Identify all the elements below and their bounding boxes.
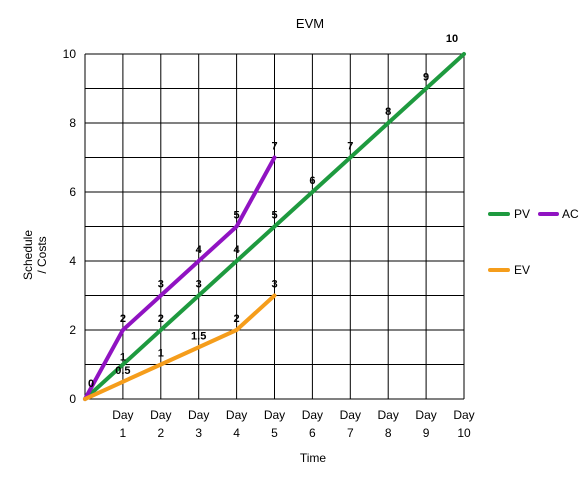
x-tick-label-line-1: Day — [378, 408, 399, 422]
data-label-ac: 2 — [120, 313, 126, 325]
x-tick-label-line-2: 1 — [120, 426, 127, 440]
legend-label-ac: AC — [562, 207, 579, 221]
legend-label-ev: EV — [514, 263, 530, 277]
data-label-pv: 4 — [234, 244, 241, 256]
data-label-ac: 5 — [234, 210, 240, 222]
x-tick-label-line-1: Day — [415, 408, 436, 422]
y-tick-label: 0 — [69, 392, 76, 406]
data-label-ev: 2 — [234, 313, 240, 325]
chart-title: EVM — [296, 16, 324, 31]
data-label-ac: 4 — [196, 244, 203, 256]
series-line-pv — [83, 52, 466, 401]
x-tick-label-line-1: Day — [188, 408, 209, 422]
legend-item-ac: AC — [538, 207, 579, 221]
data-label-pv: 9 — [423, 72, 429, 84]
x-tick-label-line-2: 10 — [457, 426, 471, 440]
x-tick-label-line-2: 3 — [195, 426, 202, 440]
data-label-ev: 0.5 — [115, 365, 130, 377]
x-tick-label-line-1: Day — [264, 408, 285, 422]
series-line-ac — [83, 155, 277, 401]
y-axis-title: Schedule / Costs — [21, 230, 49, 280]
x-tick-label: Day 6 — [302, 408, 323, 440]
data-label-pv: 2 — [158, 313, 164, 325]
y-tick-label: 10 — [63, 47, 77, 61]
x-tick-label-line-1: Day — [150, 408, 171, 422]
y-tick-label: 6 — [69, 185, 76, 199]
data-label-ev: 1.5 — [191, 330, 206, 342]
x-tick-label-line-1: Day — [453, 408, 474, 422]
x-tick-label: Day 3 — [188, 408, 209, 440]
data-label-pv: 10 — [446, 33, 458, 45]
series-line-ev — [83, 293, 277, 401]
x-tick-label: Day 1 — [112, 408, 133, 440]
x-tick-labels: Day 1 Day 2 Day 3 Day 4 Day 5 Day 6 Day 7 Day 8 Day 9 Day 1… — [112, 408, 474, 440]
x-tick-label: Day 5 — [264, 408, 285, 440]
x-tick-label: Day 7 — [340, 408, 361, 440]
x-tick-label: Day 10 — [453, 408, 474, 440]
data-label-pv: 7 — [347, 141, 353, 153]
x-tick-label-line-2: 2 — [157, 426, 164, 440]
data-label-ac: 7 — [271, 141, 277, 153]
legend-item-ev: EV — [488, 263, 530, 277]
legend: PV AC EV — [488, 207, 579, 277]
x-tick-label-line-1: Day — [112, 408, 133, 422]
x-tick-label-line-2: 9 — [423, 426, 430, 440]
x-tick-label-line-2: 8 — [385, 426, 392, 440]
x-tick-label-line-1: Day — [226, 408, 247, 422]
x-tick-label: Day 8 — [378, 408, 399, 440]
x-tick-label-line-1: Day — [340, 408, 361, 422]
data-label-ac: 0 — [88, 378, 94, 390]
grid — [84, 53, 465, 400]
x-tick-label-line-2: 5 — [271, 426, 278, 440]
x-axis-title: Time — [300, 451, 327, 465]
x-tick-label: Day 4 — [226, 408, 247, 440]
legend-item-pv: PV — [488, 207, 530, 221]
data-label-ev: 3 — [271, 279, 277, 291]
data-label-ev: 1 — [158, 348, 164, 360]
series-lines — [83, 52, 466, 401]
y-tick-label: 2 — [69, 323, 76, 337]
data-label-pv: 6 — [309, 175, 315, 187]
x-tick-label-line-2: 7 — [347, 426, 354, 440]
y-axis-title-line-1: Schedule — [21, 230, 35, 280]
x-tick-label-line-2: 6 — [309, 426, 316, 440]
x-tick-label-line-1: Day — [302, 408, 323, 422]
x-tick-label: Day 9 — [415, 408, 436, 440]
y-tick-labels: 0 2 4 6 8 10 — [63, 47, 77, 406]
data-label-pv: 8 — [385, 106, 391, 118]
data-label-ac: 3 — [158, 279, 164, 291]
x-tick-label-line-2: 4 — [233, 426, 240, 440]
y-tick-label: 4 — [69, 254, 76, 268]
y-axis-title-line-2: / Costs — [35, 236, 49, 273]
data-label-pv: 5 — [271, 210, 277, 222]
data-label-pv: 1 — [120, 352, 126, 364]
data-label-pv: 3 — [196, 279, 202, 291]
legend-label-pv: PV — [514, 207, 530, 221]
y-tick-label: 8 — [69, 116, 76, 130]
x-tick-label: Day 2 — [150, 408, 171, 440]
